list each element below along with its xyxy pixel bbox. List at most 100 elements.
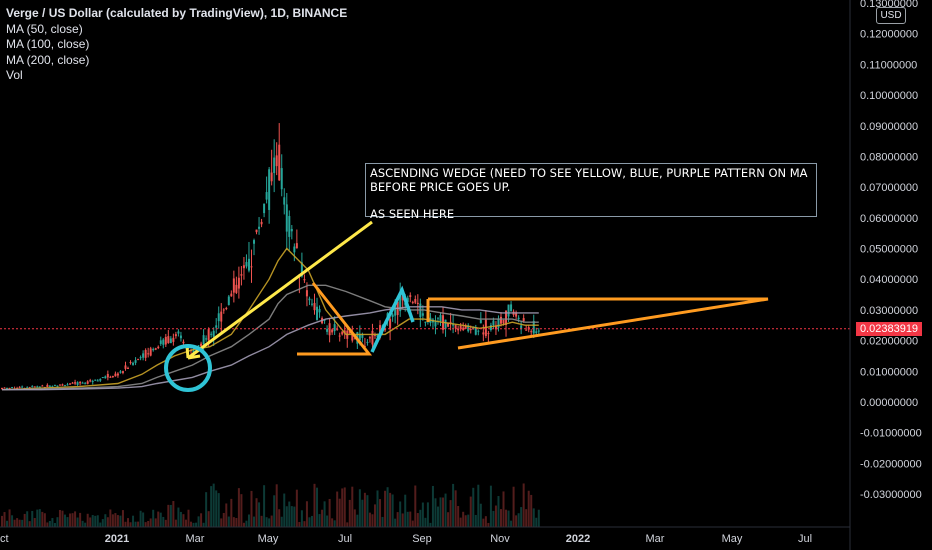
volume-bar bbox=[190, 521, 193, 527]
candle-body bbox=[71, 382, 74, 384]
time-tick-label: Mar bbox=[186, 533, 205, 545]
volume-bar bbox=[147, 520, 150, 527]
candle-body bbox=[222, 309, 225, 311]
volume-bar bbox=[192, 522, 195, 527]
volume-bar bbox=[167, 504, 170, 527]
candle-body bbox=[8, 387, 11, 389]
indicator-ma200[interactable]: MA (200, close) bbox=[6, 52, 90, 67]
price-tick-label: 0.01000000 bbox=[860, 366, 918, 378]
volume-bar bbox=[36, 509, 39, 527]
volume-bar bbox=[215, 490, 218, 527]
candle-body bbox=[444, 319, 447, 329]
candle-body bbox=[152, 349, 155, 351]
indicator-volume[interactable]: Vol bbox=[6, 68, 23, 82]
candle-body bbox=[316, 306, 319, 320]
volume-bar bbox=[129, 522, 132, 527]
volume-bar bbox=[109, 509, 112, 527]
moving-averages bbox=[1, 247, 539, 391]
candle-body bbox=[36, 386, 39, 388]
volume-bar bbox=[3, 512, 6, 527]
falling-wedge-drawing[interactable] bbox=[297, 282, 373, 356]
candle-body bbox=[225, 307, 228, 309]
volume-bar bbox=[298, 522, 301, 527]
candle-body bbox=[537, 330, 540, 332]
candle-body bbox=[205, 338, 208, 340]
volume-bar bbox=[66, 517, 69, 527]
volume-bar bbox=[512, 486, 515, 527]
volume-bar bbox=[341, 488, 344, 527]
candle-body bbox=[449, 321, 452, 323]
candle-body bbox=[245, 262, 248, 267]
candle-body bbox=[202, 335, 205, 345]
candle-body bbox=[84, 383, 87, 385]
candle-body bbox=[270, 172, 273, 182]
indicator-ma100[interactable]: MA (100, close) bbox=[6, 37, 90, 51]
volume-bar bbox=[91, 515, 94, 527]
candle-body bbox=[278, 144, 281, 181]
volume-bar bbox=[273, 495, 276, 527]
volume-bar bbox=[240, 494, 243, 527]
candle-body bbox=[273, 157, 276, 174]
candle-body bbox=[399, 293, 402, 312]
price-tick-label: -0.03000000 bbox=[860, 489, 922, 501]
volume-bar bbox=[532, 508, 535, 527]
volume-bar bbox=[53, 522, 56, 527]
volume-bar bbox=[258, 502, 261, 527]
volume-bar bbox=[132, 515, 135, 527]
price-axis: 0.13000000 0.12000000 0.11000000 0.10000000… bbox=[860, 0, 922, 501]
ascending-wedge-drawing[interactable] bbox=[428, 297, 769, 350]
volume-bar bbox=[303, 521, 306, 527]
candle-body bbox=[114, 373, 117, 377]
candle-body bbox=[515, 312, 518, 317]
volume-bar bbox=[499, 509, 502, 527]
volume-bar bbox=[89, 517, 92, 527]
price-tick-label: -0.01000000 bbox=[860, 428, 922, 440]
candle-body bbox=[479, 320, 482, 324]
candle-body bbox=[406, 297, 409, 302]
candle-body bbox=[3, 387, 6, 389]
volume-bar bbox=[285, 506, 288, 527]
candle-body bbox=[182, 341, 185, 344]
volume-bar bbox=[81, 520, 84, 527]
volume-bar bbox=[79, 512, 82, 527]
volume-bar bbox=[376, 490, 379, 527]
candle-body bbox=[119, 371, 122, 373]
candle-body bbox=[149, 348, 152, 356]
indicator-ma50[interactable]: MA (50, close) bbox=[6, 21, 83, 36]
cyan-swing-drawing[interactable] bbox=[370, 285, 415, 353]
volume-bar bbox=[310, 515, 313, 527]
candle-body bbox=[21, 386, 24, 388]
volume-bar bbox=[230, 498, 233, 527]
volume-bar bbox=[157, 511, 160, 527]
volume-bar bbox=[64, 514, 67, 527]
symbol-title[interactable]: Verge / US Dollar (calculated by Trading… bbox=[6, 6, 348, 20]
candle-body bbox=[1, 387, 3, 390]
time-tick-label: May bbox=[258, 533, 279, 545]
candle-body bbox=[482, 332, 485, 335]
volume-bar bbox=[104, 514, 107, 527]
highlight-circle-drawing[interactable] bbox=[164, 344, 212, 392]
volume-bar bbox=[61, 510, 64, 527]
candle-body bbox=[247, 258, 250, 271]
volume-bar bbox=[237, 488, 240, 527]
yellow-arrow-drawing[interactable] bbox=[187, 220, 373, 360]
candle-body bbox=[61, 384, 64, 386]
time-axis: ct 2021 Mar May Jul Sep Nov 2022 Mar May Jul bbox=[0, 533, 812, 545]
candle-body bbox=[497, 319, 500, 328]
time-tick-label: 2022 bbox=[566, 533, 590, 545]
candle-body bbox=[58, 384, 61, 386]
candle-body bbox=[368, 337, 371, 339]
candle-body bbox=[134, 360, 137, 363]
volume-bar bbox=[255, 498, 258, 527]
volume-bar bbox=[74, 511, 77, 527]
price-tick-label: 0.04000000 bbox=[860, 274, 918, 286]
volume-bar bbox=[227, 516, 230, 527]
volume-bar bbox=[431, 485, 434, 527]
text-annotation[interactable]: ASCENDING WEDGE (NEED TO SEE YELLOW, BLU… bbox=[365, 163, 817, 220]
currency-badge[interactable]: USD bbox=[876, 7, 906, 24]
volume-bar bbox=[210, 486, 213, 527]
volume-bar bbox=[288, 501, 291, 527]
volume-bar bbox=[361, 499, 364, 527]
candle-body bbox=[477, 330, 480, 332]
